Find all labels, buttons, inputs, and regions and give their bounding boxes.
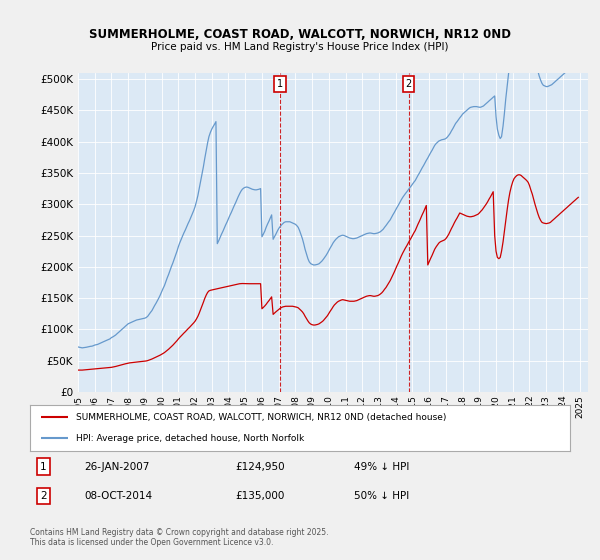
Text: 2: 2 bbox=[406, 79, 412, 89]
Text: SUMMERHOLME, COAST ROAD, WALCOTT, NORWICH, NR12 0ND: SUMMERHOLME, COAST ROAD, WALCOTT, NORWIC… bbox=[89, 28, 511, 41]
Text: SUMMERHOLME, COAST ROAD, WALCOTT, NORWICH, NR12 0ND (detached house): SUMMERHOLME, COAST ROAD, WALCOTT, NORWIC… bbox=[76, 413, 446, 422]
Text: 50% ↓ HPI: 50% ↓ HPI bbox=[354, 491, 409, 501]
Text: 08-OCT-2014: 08-OCT-2014 bbox=[84, 491, 152, 501]
Text: 49% ↓ HPI: 49% ↓ HPI bbox=[354, 461, 409, 472]
Text: Price paid vs. HM Land Registry's House Price Index (HPI): Price paid vs. HM Land Registry's House … bbox=[151, 42, 449, 52]
Text: 26-JAN-2007: 26-JAN-2007 bbox=[84, 461, 149, 472]
Text: Contains HM Land Registry data © Crown copyright and database right 2025.
This d: Contains HM Land Registry data © Crown c… bbox=[30, 528, 329, 547]
Text: 2: 2 bbox=[40, 491, 47, 501]
Text: HPI: Average price, detached house, North Norfolk: HPI: Average price, detached house, Nort… bbox=[76, 434, 304, 443]
Text: 1: 1 bbox=[277, 79, 283, 89]
Text: 1: 1 bbox=[40, 461, 47, 472]
Text: £135,000: £135,000 bbox=[235, 491, 284, 501]
Text: £124,950: £124,950 bbox=[235, 461, 285, 472]
